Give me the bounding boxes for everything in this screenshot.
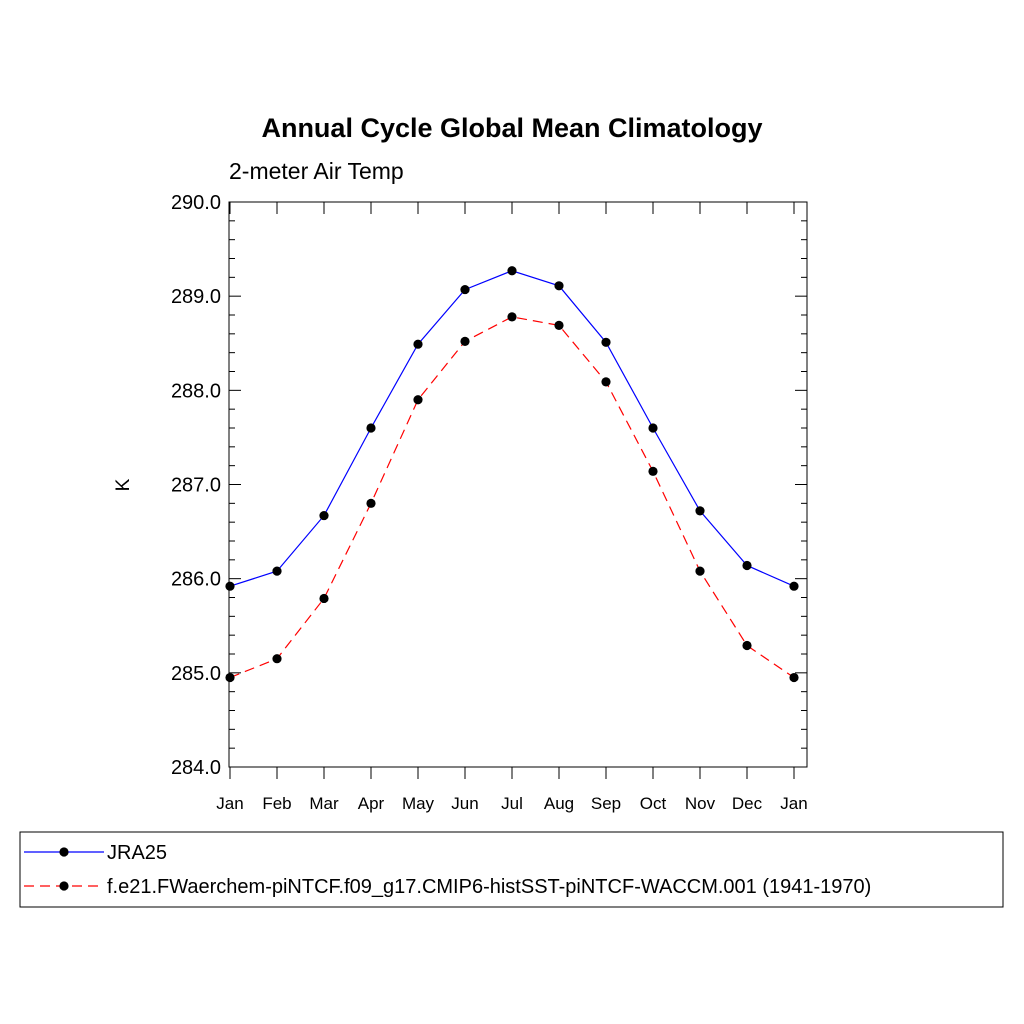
data-point bbox=[695, 506, 705, 516]
x-tick-label: Jan bbox=[780, 794, 807, 813]
series-line bbox=[229, 316, 795, 679]
data-point bbox=[460, 284, 470, 295]
y-tick-label: 288.0 bbox=[171, 380, 221, 402]
x-tick-label: Jul bbox=[501, 794, 523, 813]
x-tick-label: Oct bbox=[640, 794, 667, 813]
legend-marker bbox=[59, 847, 69, 857]
y-tick-label: 286.0 bbox=[171, 569, 221, 591]
x-tick-label: Feb bbox=[262, 794, 291, 813]
x-tick-label: May bbox=[402, 794, 435, 813]
axes: 284.0 285.0 286.0 287.0 288.0 289.0 290.0 Jan Fe… bbox=[171, 192, 808, 813]
x-tick-label: Mar bbox=[309, 794, 339, 813]
x-tick-label: Dec bbox=[732, 794, 763, 813]
chart-title: Annual Cycle Global Mean Climatology bbox=[261, 113, 762, 143]
data-point bbox=[272, 566, 282, 576]
data-point bbox=[460, 336, 470, 346]
x-tick-label: Jun bbox=[451, 794, 478, 813]
plot-frame bbox=[228, 201, 808, 768]
data-point bbox=[413, 395, 423, 405]
legend-marker bbox=[59, 881, 69, 891]
x-tick-label: Aug bbox=[544, 794, 574, 813]
data-point bbox=[225, 581, 235, 591]
data-point bbox=[601, 337, 611, 347]
data-point bbox=[554, 281, 564, 291]
data-point bbox=[648, 466, 658, 476]
data-point bbox=[789, 581, 799, 591]
legend-entry: JRA25 bbox=[107, 842, 167, 864]
chart-subtitle: 2-meter Air Temp bbox=[229, 158, 404, 184]
data-point bbox=[507, 266, 517, 276]
data-point bbox=[225, 672, 235, 683]
data-point bbox=[742, 640, 752, 651]
y-tick-label: 289.0 bbox=[171, 286, 221, 308]
data-point bbox=[413, 339, 423, 349]
data-point bbox=[789, 672, 799, 683]
y-axis-label: K bbox=[113, 478, 134, 491]
data-point bbox=[648, 423, 658, 433]
x-tick-label: Apr bbox=[358, 794, 385, 813]
data-point bbox=[366, 498, 376, 508]
data-point bbox=[507, 312, 517, 322]
legend: JRA25 f.e21.FWaerchem-piNTCF.f09_g17.CMIP… bbox=[24, 842, 871, 898]
legend-box bbox=[19, 831, 1004, 908]
x-tick-label: Sep bbox=[591, 794, 621, 813]
data-point bbox=[319, 510, 329, 521]
series-layer bbox=[225, 266, 799, 683]
data-point bbox=[272, 654, 282, 664]
legend-entry: f.e21.FWaerchem-piNTCF.f09_g17.CMIP6-his… bbox=[107, 876, 871, 898]
data-point bbox=[742, 560, 752, 571]
data-point bbox=[366, 423, 376, 433]
y-tick-label: 287.0 bbox=[171, 475, 221, 497]
x-tick-label: Nov bbox=[685, 794, 716, 813]
x-tick-label: Jan bbox=[216, 794, 243, 813]
y-tick-label: 284.0 bbox=[171, 757, 221, 779]
data-point bbox=[554, 320, 564, 330]
data-point bbox=[695, 566, 705, 576]
data-point bbox=[601, 377, 611, 387]
y-tick-label: 285.0 bbox=[171, 663, 221, 685]
data-point bbox=[319, 593, 329, 604]
y-tick-label: 290.0 bbox=[171, 192, 221, 214]
